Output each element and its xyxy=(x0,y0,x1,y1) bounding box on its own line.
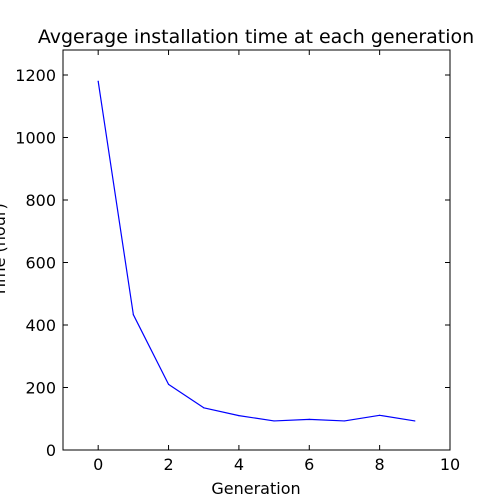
chart-title: Avgerage installation time at each gener… xyxy=(38,26,474,48)
data-point xyxy=(203,407,205,409)
data-point xyxy=(238,415,240,417)
y-tick-label: 0 xyxy=(46,441,56,460)
x-tick-label: 8 xyxy=(375,455,385,474)
x-tick-label: 0 xyxy=(93,455,103,474)
y-axis-label: Time (hour) xyxy=(0,203,9,297)
data-point xyxy=(273,420,275,422)
y-tick-label: 400 xyxy=(25,316,56,335)
data-point xyxy=(97,80,99,82)
x-tick-label: 10 xyxy=(440,455,460,474)
x-tick-label: 6 xyxy=(304,455,314,474)
x-tick-label: 4 xyxy=(234,455,244,474)
plot-area xyxy=(97,80,416,422)
data-point xyxy=(343,420,346,422)
data-point xyxy=(308,418,310,420)
x-tick-label: 2 xyxy=(163,455,173,474)
y-tick-label: 1000 xyxy=(15,129,56,148)
plot-frame xyxy=(62,49,451,451)
y-tick-label: 1200 xyxy=(15,66,56,85)
x-axis-label: Generation xyxy=(211,479,300,498)
data-point xyxy=(414,420,416,422)
series-line-0 xyxy=(97,81,415,422)
data-point xyxy=(379,414,381,416)
data-point xyxy=(132,314,134,316)
y-tick-label: 200 xyxy=(25,379,56,398)
y-tick-label: 600 xyxy=(25,254,56,273)
y-tick-label: 800 xyxy=(25,191,56,210)
data-point xyxy=(167,383,170,385)
y-axis: 0 200 400 600 800 1000 1200 xyxy=(15,66,450,460)
x-axis: 0 2 4 6 8 10 xyxy=(93,50,460,474)
